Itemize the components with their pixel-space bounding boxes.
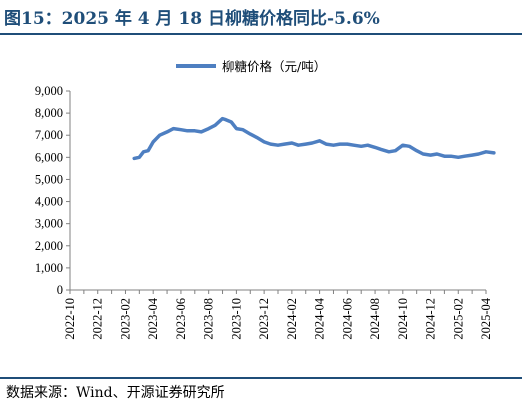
data-point [311, 142, 314, 144]
x-tick-label: 2024-02 [285, 298, 299, 340]
y-tick-label: 1,000 [35, 261, 63, 275]
data-point [269, 143, 272, 145]
x-tick-label: 2023-04 [146, 297, 160, 339]
x-tick-label: 2022-10 [63, 298, 77, 340]
y-tick-label: 2,000 [35, 239, 63, 253]
x-tick-label: 2024-12 [424, 298, 438, 340]
data-point [138, 156, 141, 159]
data-source: 数据来源：Wind、开源证券研究所 [6, 385, 225, 401]
x-axis: 2022-10 2022-12 2023-02 2023-04 2023-06 2023-… [63, 289, 493, 340]
y-tick-label: 7,000 [35, 128, 63, 142]
x-tick-label: 2024-10 [396, 298, 410, 340]
data-point [142, 151, 145, 153]
data-point [297, 144, 300, 146]
data-point [339, 143, 341, 145]
y-tick-label: 0 [57, 283, 63, 297]
data-point [493, 152, 495, 154]
x-tick-label: 2023-12 [257, 298, 271, 340]
x-tick-label: 2024-06 [340, 298, 354, 340]
data-point [158, 134, 161, 136]
data-point [166, 131, 168, 133]
data-point [152, 141, 154, 143]
data-point [402, 144, 404, 146]
source-divider [0, 377, 522, 379]
data-point [450, 155, 452, 157]
data-point [214, 124, 216, 127]
data-point [366, 144, 369, 146]
data-point [194, 130, 196, 132]
x-tick-label: 2023-06 [174, 298, 188, 340]
data-point [147, 149, 149, 152]
data-point [471, 154, 473, 156]
data-point [133, 157, 135, 160]
data-point [429, 154, 432, 156]
y-tick-label: 6,000 [35, 150, 63, 164]
data-point [318, 140, 321, 142]
data-point [186, 130, 189, 132]
data-point [436, 153, 438, 155]
data-point [277, 144, 279, 146]
data-point [255, 136, 258, 139]
data-point [485, 151, 487, 153]
data-point [263, 141, 265, 143]
data-point [388, 151, 390, 153]
data-point [374, 146, 376, 149]
data-point [422, 153, 424, 155]
x-tick-label: 2023-02 [118, 298, 132, 340]
y-tick-label: 9,000 [35, 84, 63, 98]
y-tick-label: 3,000 [35, 217, 63, 231]
data-point [225, 118, 227, 121]
x-tick-label: 2025-02 [451, 298, 465, 340]
series-line-liuzhou-sugar-price [132, 116, 496, 161]
data-point [443, 155, 446, 157]
title-bar [0, 0, 522, 35]
x-tick-label: 2022-12 [91, 298, 105, 340]
data-point [207, 127, 210, 130]
data-point [172, 127, 175, 130]
data-point [346, 143, 349, 145]
plot-area [132, 116, 496, 161]
data-point [235, 127, 238, 130]
data-point [408, 145, 411, 148]
y-tick-label: 4,000 [35, 195, 63, 209]
figure-title: 图15：2025 年 4 月 18 日柳糖价格同比-5.6% [4, 9, 380, 29]
x-tick-label: 2024-04 [313, 297, 327, 339]
data-point [325, 143, 327, 145]
data-point [180, 128, 182, 131]
y-tick-label: 5,000 [35, 172, 63, 186]
x-tick-label: 2024-08 [368, 298, 382, 340]
data-point [380, 148, 383, 151]
data-point [283, 143, 286, 145]
x-tick-label: 2025-04 [479, 297, 493, 339]
legend: 柳糖价格（元/吨） [176, 59, 326, 74]
line-chart: 柳糖价格（元/吨） 0 1,000 2,000 3,000 4,000 5,000 6,00… [35, 59, 496, 340]
data-point [249, 133, 252, 135]
data-point [230, 121, 233, 123]
data-point [332, 144, 335, 146]
data-point [291, 142, 293, 144]
y-axis: 0 1,000 2,000 3,000 4,000 5,000 6,000 7,000 8,00… [35, 84, 71, 297]
data-point [304, 143, 307, 145]
data-point [477, 153, 480, 155]
data-point [242, 128, 244, 131]
data-point [415, 149, 418, 152]
data-point [200, 131, 203, 133]
data-point [353, 144, 355, 146]
data-point [457, 156, 460, 159]
data-point [463, 155, 466, 157]
data-point [221, 117, 224, 120]
data-point [394, 149, 397, 152]
y-tick-label: 8,000 [35, 106, 63, 120]
x-tick-label: 2023-08 [202, 298, 216, 340]
legend-label: 柳糖价格（元/吨） [222, 59, 326, 74]
data-point [360, 145, 363, 148]
x-tick-label: 2023-10 [229, 298, 243, 340]
